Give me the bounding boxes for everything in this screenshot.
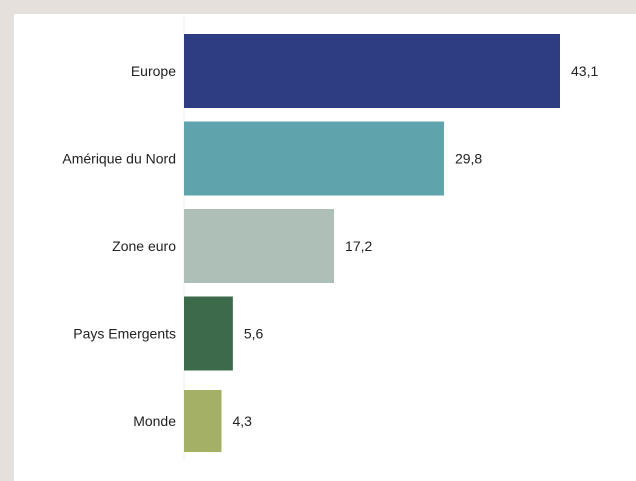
value-label: 4,3 [233,413,253,429]
category-label: Monde [133,413,176,429]
bar-4 [184,390,222,452]
value-label: 43,1 [571,63,598,79]
category-label: Amérique du Nord [62,151,176,167]
bars-layer: Europe 43,1 Amérique du Nord 29,8 Zone euro 1… [62,34,598,452]
bar-3 [184,296,233,371]
bar-0 [184,34,560,108]
value-label: 29,8 [455,151,482,167]
value-label: 17,2 [345,238,372,254]
category-label: Zone euro [112,238,176,254]
category-label: Pays Emergents [73,326,176,342]
bar-2 [184,209,335,283]
value-label: 5,6 [244,326,264,342]
category-label: Europe [131,63,176,79]
bar-1 [184,121,444,196]
